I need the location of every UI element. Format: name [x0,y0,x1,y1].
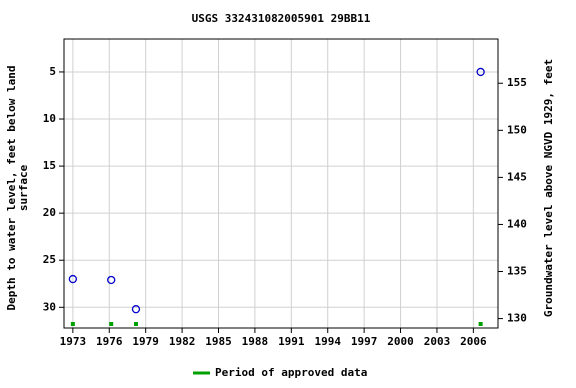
x-tick-label: 1997 [351,335,378,348]
legend-label: Period of approved data [215,366,367,379]
x-tick-label: 2003 [424,335,451,348]
y-tick-label: 15 [43,159,56,172]
x-tick-label: 1985 [205,335,232,348]
x-tick-label: 2000 [387,335,414,348]
y-tick-label: 20 [43,206,56,219]
x-tick-label: 1991 [278,335,305,348]
data-point [107,275,116,285]
y2-tick-label: 135 [507,265,527,278]
x-tick-label: 1982 [169,335,196,348]
plot-frame [63,38,499,329]
y-tick-label: 25 [43,253,56,266]
data-point [131,305,141,314]
x-tick-label: 1988 [242,335,269,348]
y-axis-label: surface [17,164,30,211]
y2-tick-label: 140 [507,217,527,230]
x-tick-label: 1979 [132,335,159,348]
x-tick-label: 1973 [60,335,87,348]
y-tick-label: 10 [43,112,56,125]
x-tick-label: 2006 [460,335,487,348]
x-tick-label: 1994 [314,335,341,348]
y2-tick-label: 150 [507,123,527,136]
y-tick-label: 5 [49,65,56,78]
y-tick-label: 30 [43,300,56,313]
y2-tick-label: 130 [507,312,527,325]
approved-period-marker [133,322,138,326]
x-tick-label: 1976 [96,335,123,348]
approved-period-marker [478,322,483,326]
y2-tick-label: 155 [507,76,527,89]
data-point [68,274,78,284]
approved-period-marker [109,322,114,326]
y-axis-label: Depth to water level, feet below land [5,65,18,310]
y2-axis-label: Groundwater level above NGVD 1929, feet [542,59,555,317]
approved-period-marker [70,322,75,326]
data-point [476,67,485,77]
y2-tick-label: 145 [507,170,527,183]
chart-title: USGS 332431082005901 29BB11 [192,12,371,25]
